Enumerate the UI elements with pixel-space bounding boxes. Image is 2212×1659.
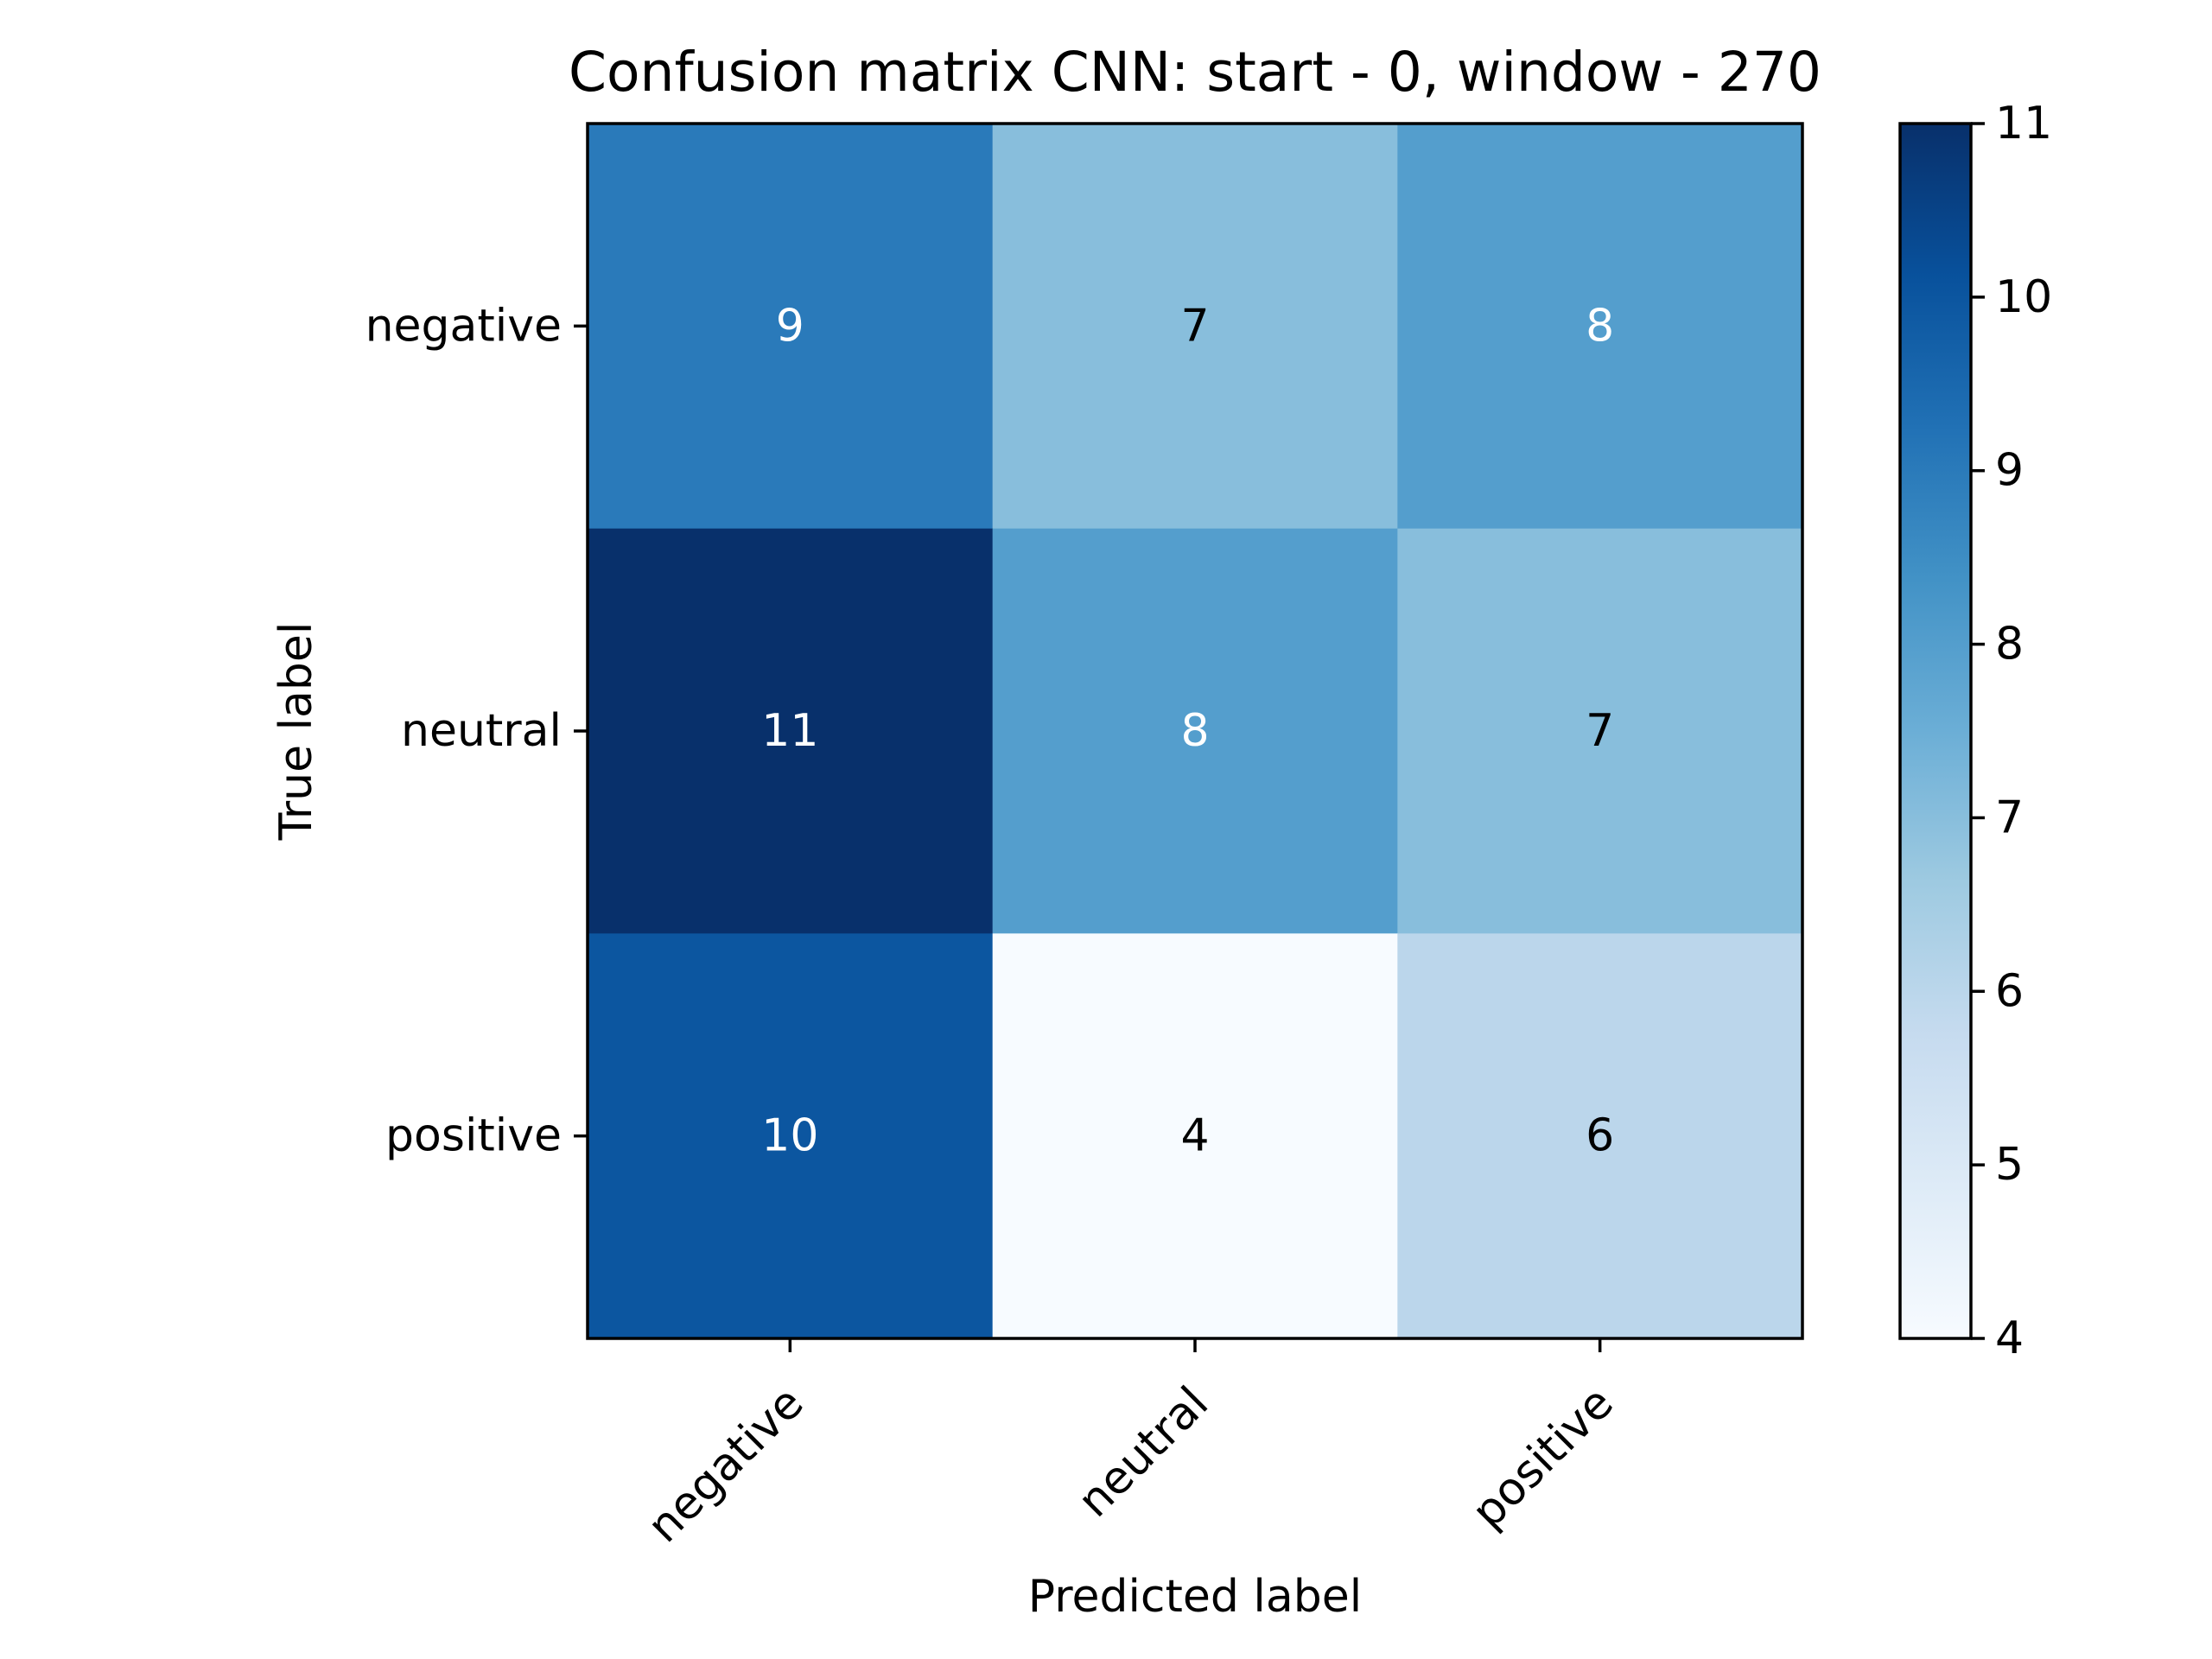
cell-value-label: 9 <box>776 300 804 352</box>
colorbar-tick-label: 4 <box>1995 1313 2024 1364</box>
x-axis-label: Predicted label <box>1028 1571 1362 1623</box>
y-tick-label: positive <box>385 1110 562 1162</box>
heatmap-cell <box>588 933 994 1339</box>
heatmap-cell <box>1397 933 1803 1339</box>
cell-value-label: 11 <box>761 705 818 757</box>
cell-value-label: 6 <box>1586 1110 1614 1162</box>
y-axis-ticks: negative neutral positive <box>365 300 588 1162</box>
y-axis-label: True label <box>270 622 322 842</box>
heatmap-cell <box>1397 528 1803 934</box>
colorbar-tick-label: 5 <box>1995 1139 2024 1191</box>
y-tick-label: negative <box>365 300 562 352</box>
cell-value-label: 7 <box>1586 705 1614 757</box>
colorbar-tick-label: 10 <box>1995 271 2052 323</box>
colorbar-tick-label: 6 <box>1995 965 2024 1017</box>
cell-value-label: 7 <box>1180 300 1209 352</box>
colorbar-tick-label: 9 <box>1995 445 2024 497</box>
heatmap-cells <box>588 124 1803 1339</box>
cell-value-label: 8 <box>1586 300 1614 352</box>
heatmap-cell <box>1397 124 1803 530</box>
colorbar-ticks: 4 5 6 7 8 9 10 11 <box>1971 98 2052 1364</box>
heatmap-cell <box>588 124 994 530</box>
colorbar-frame <box>1898 122 1973 1340</box>
heatmap-cell <box>588 528 994 934</box>
heatmap-cell-labels: 9 7 8 11 8 7 10 4 6 <box>761 300 1614 1161</box>
heatmap-cell <box>992 933 1398 1339</box>
colorbar-tick-label: 7 <box>1995 791 2024 843</box>
cell-value-label: 8 <box>1180 705 1209 757</box>
x-tick-label: neutral <box>1068 1377 1218 1528</box>
heatmap-cell <box>992 124 1398 530</box>
x-axis-ticks: negative neutral positive <box>638 1338 1624 1553</box>
y-tick-label: neutral <box>401 705 562 757</box>
colorbar-tick-label: 11 <box>1995 98 2052 149</box>
x-tick-label: positive <box>1462 1377 1624 1539</box>
cell-value-label: 4 <box>1180 1110 1209 1162</box>
heatmap-cell <box>992 528 1398 934</box>
x-tick-label: negative <box>638 1377 813 1553</box>
colorbar-tick-label: 8 <box>1995 619 2024 671</box>
colorbar <box>1900 124 1971 1338</box>
cell-value-label: 10 <box>761 1110 818 1162</box>
chart-title: Confusion matrix CNN: start - 0, window … <box>569 41 1821 104</box>
